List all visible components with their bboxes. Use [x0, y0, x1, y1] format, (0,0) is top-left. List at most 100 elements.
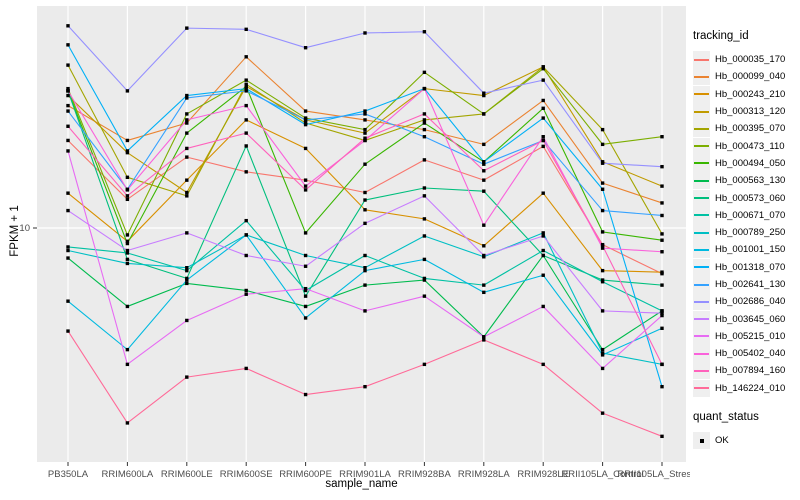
data-point [422, 112, 427, 116]
data-point [244, 84, 248, 89]
legend-line-swatch [694, 58, 709, 61]
data-point [185, 194, 189, 198]
data-point [600, 244, 605, 248]
data-point [125, 248, 130, 253]
legend-item-label: Hb_000099_040 [715, 71, 786, 83]
legend-key-icon [693, 293, 710, 311]
x-tick-label: RRIM928LE [517, 469, 569, 480]
legend-item: Hb_002641_130 [693, 276, 800, 293]
data-point [66, 86, 70, 91]
data-point [660, 270, 664, 274]
data-point [541, 304, 545, 309]
data-point [125, 362, 130, 367]
data-point [600, 366, 605, 371]
data-point [303, 288, 308, 293]
data-point [244, 82, 248, 86]
data-point [303, 231, 308, 235]
legend-item-label: Hb_002686_040 [715, 296, 786, 308]
legend-key-icon [693, 362, 710, 380]
legend-title: tracking_id [693, 30, 749, 42]
legend-key-icon [693, 206, 710, 224]
legend-line-swatch [694, 162, 709, 165]
legend-line-swatch [694, 214, 709, 217]
square-point-icon [699, 438, 704, 443]
legend-line-swatch [694, 387, 709, 390]
data-point [244, 253, 248, 258]
data-point [185, 281, 189, 286]
data-point [303, 122, 308, 127]
data-point [303, 178, 308, 182]
data-point [541, 273, 545, 277]
data-point [660, 326, 664, 331]
data-point [363, 162, 367, 166]
data-point [482, 93, 486, 98]
data-point [363, 266, 367, 270]
data-point [541, 116, 545, 120]
legend-item-label: Hb_000573_060 [715, 192, 786, 204]
data-point [541, 138, 545, 143]
data-point [125, 233, 130, 237]
data-point [660, 384, 664, 389]
data-point [303, 316, 308, 320]
data-point [422, 118, 427, 122]
legend-line-swatch [694, 283, 709, 286]
legend-item-label: Hb_003645_060 [715, 313, 786, 325]
data-point [125, 149, 130, 153]
plot-area: PB350LA RRIM600LA RRIM600LE RRIM600SE RRIM60… [19, 6, 690, 480]
data-point [422, 257, 427, 262]
data-point [541, 234, 545, 238]
legend-item: Hb_000473_110 [693, 137, 800, 155]
data-point [600, 351, 605, 355]
data-point [244, 366, 248, 371]
data-point [66, 329, 70, 333]
legend-key-icon [693, 154, 710, 172]
data-point [363, 118, 367, 122]
data-point [66, 63, 70, 67]
legend-item-label: Hb_146224_010 [715, 382, 786, 394]
data-point [66, 299, 70, 303]
data-point [363, 221, 367, 226]
legend-item: Hb_000395_070 [693, 120, 800, 138]
data-point [660, 362, 664, 367]
legend-item-label: Hb_001001_150 [715, 244, 786, 256]
data-point [422, 186, 427, 190]
data-point [303, 109, 308, 113]
data-point [422, 135, 427, 139]
data-point [244, 131, 248, 135]
data-point [125, 197, 130, 202]
data-point [422, 158, 427, 162]
legend-item: Hb_000671_070 [693, 206, 800, 224]
legend-key-icon [693, 85, 710, 103]
data-point [363, 31, 367, 35]
legend-item: Hb_000035_170 [693, 51, 800, 69]
data-point [244, 89, 248, 93]
data-point [482, 160, 486, 164]
data-point [660, 238, 664, 242]
legend-item: Hb_001001_150 [693, 241, 800, 259]
legend-item-label: Hb_000313_120 [715, 106, 786, 118]
legend-item-label: Hb_000789_250 [715, 227, 786, 239]
data-point [363, 253, 367, 258]
legend-key-icon [693, 432, 710, 450]
data-point [125, 304, 130, 309]
legend-key-icon [693, 241, 710, 259]
data-point [482, 335, 486, 339]
legend-item: Hb_000494_050 [693, 154, 800, 172]
quant-status-legend-item: OK [693, 432, 800, 450]
data-point [185, 112, 189, 116]
data-point [600, 208, 605, 213]
data-point [185, 93, 189, 98]
data-point [244, 144, 248, 148]
legend: tracking_id Hb_000035_170 Hb_000099_040 Hb… [693, 30, 800, 450]
data-point [482, 178, 486, 182]
data-point [363, 138, 367, 143]
legend-item: Hb_005402_040 [693, 345, 800, 363]
data-point [66, 124, 70, 128]
legend-item: Hb_005215_010 [693, 327, 800, 345]
data-point [185, 26, 189, 30]
legend-line-swatch [694, 300, 709, 303]
data-point [541, 248, 545, 253]
data-point [482, 253, 486, 258]
data-point [363, 127, 367, 132]
y-tick-label: 10 [19, 223, 30, 234]
